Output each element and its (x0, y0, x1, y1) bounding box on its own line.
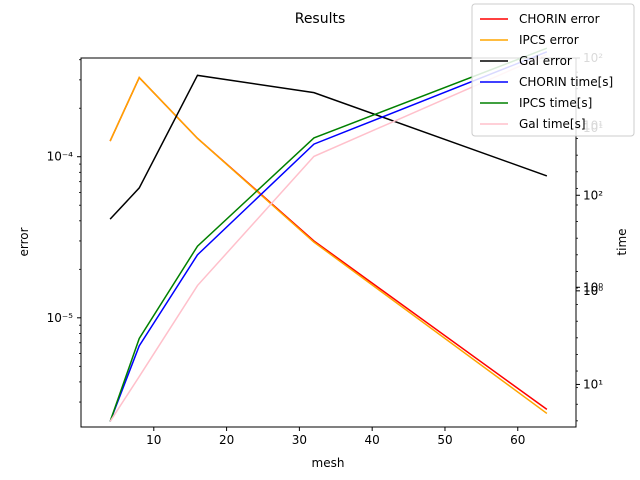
series-line-ipcs-time-s (109, 47, 548, 422)
x-tick-label: 10 (146, 433, 161, 447)
legend: CHORIN error IPCS error Gal error CHORIN ti… (471, 3, 635, 137)
series-layer (109, 47, 548, 422)
y-right-tick-label: 10² (583, 188, 603, 202)
series-line-ipcs-error (109, 76, 548, 415)
x-tick-label: 50 (437, 433, 452, 447)
x-tick-label: 40 (365, 433, 380, 447)
y-right-tick-label: 10⁰ (583, 284, 603, 298)
chart-title: Results (295, 11, 346, 27)
x-axis-label: mesh (312, 456, 345, 470)
x-tick-label: 20 (219, 433, 234, 447)
legend-items: CHORIN error IPCS error Gal error CHORIN ti… (480, 12, 613, 131)
y-left-tick-label: 10⁻⁵ (47, 311, 74, 325)
legend-label-chorin-time-s: CHORIN time[s] (519, 75, 613, 89)
y-axis-right-label: time (615, 228, 629, 255)
series-line-gal-error (109, 74, 548, 220)
series-line-gal-time-s (109, 53, 548, 422)
legend-box (471, 3, 635, 137)
legend-label-ipcs-error: IPCS error (519, 33, 579, 47)
y-right-tick-label: 10¹ (583, 377, 603, 391)
x-tick-label: 60 (510, 433, 525, 447)
y-axis-left-label: error (17, 227, 31, 256)
x-axis: 10 20 30 40 50 60 (146, 427, 525, 447)
plot-frame (80, 57, 577, 428)
series-line-chorin-time-s (109, 51, 548, 422)
legend-label-chorin-error: CHORIN error (519, 12, 600, 26)
legend-label-gal-error: Gal error (519, 54, 572, 68)
y-left-tick-label: 10⁻⁴ (47, 150, 74, 164)
legend-label-gal-time-s: Gal time[s] (519, 117, 586, 131)
y-axis-left: 10⁻⁵ 10⁻⁴ (47, 59, 81, 403)
legend-label-ipcs-time-s: IPCS time[s] (519, 96, 592, 110)
y-right-tick-label: 10⁰ (583, 280, 603, 294)
x-tick-label: 30 (292, 433, 307, 447)
